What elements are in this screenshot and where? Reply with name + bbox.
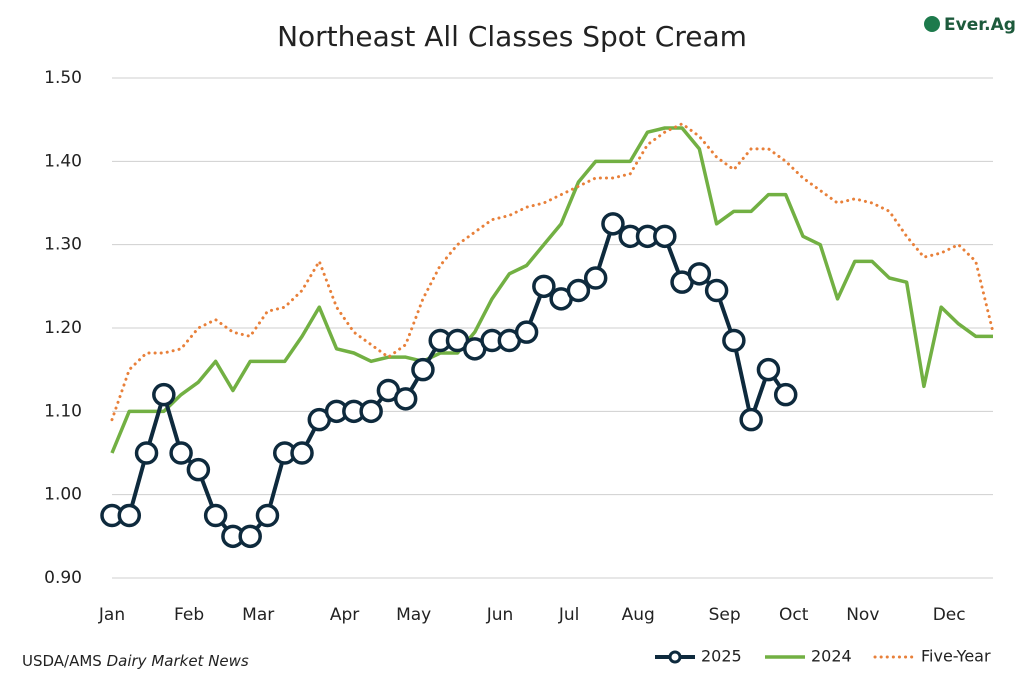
y-tick-label: 1.00 [44, 485, 82, 505]
data-point [290, 441, 314, 465]
data-point [203, 503, 228, 528]
data-point [117, 503, 142, 528]
data-point [583, 266, 608, 290]
data-point [359, 399, 383, 424]
data-point [238, 524, 262, 549]
y-tick-label: 0.90 [44, 568, 82, 588]
source-prefix: USDA/AMS [22, 652, 102, 670]
source: USDA/AMS Dairy Market News [22, 652, 249, 670]
legend-label: 2024 [811, 647, 852, 666]
logo-icon [924, 16, 940, 32]
x-tick-label: Apr [330, 605, 359, 625]
x-tick-label: May [396, 605, 431, 625]
x-tick-label: Jan [98, 605, 125, 625]
legend-label: 2025 [701, 647, 742, 666]
legend-marker [668, 650, 682, 664]
y-tick-label: 1.30 [44, 235, 82, 255]
x-tick-label: Mar [242, 605, 274, 625]
data-point [514, 320, 539, 344]
x-tick-label: Nov [846, 605, 879, 625]
y-tick-label: 1.10 [44, 401, 82, 421]
data-point [134, 441, 159, 465]
logo: Ever.Ag [944, 15, 1016, 35]
x-tick-label: Jul [558, 605, 580, 625]
data-point [566, 278, 591, 303]
y-tick-label: 1.20 [44, 318, 82, 338]
data-point [739, 407, 763, 432]
x-tick-label: Jun [486, 605, 514, 625]
data-point [152, 382, 176, 407]
x-tick-label: Sep [709, 605, 741, 625]
y-tick-label: 1.40 [44, 151, 82, 171]
data-point [411, 357, 435, 382]
data-point [169, 441, 193, 465]
data-point [186, 457, 211, 482]
data-point [532, 274, 556, 299]
data-point [393, 387, 418, 411]
series-line [110, 122, 995, 422]
data-point [773, 382, 798, 407]
data-point [601, 212, 625, 236]
x-tick-label: Dec [933, 605, 966, 625]
data-point [756, 357, 781, 382]
x-tick-label: Aug [622, 605, 655, 625]
data-point [653, 224, 677, 249]
y-tick-label: 1.50 [44, 68, 82, 88]
x-tick-label: Oct [779, 605, 809, 625]
data-point [255, 503, 280, 528]
source-italic: Dairy Market News [107, 652, 249, 670]
chart-title: Northeast All Classes Spot Cream [277, 20, 747, 53]
data-point [704, 278, 729, 303]
x-tick-label: Feb [174, 605, 204, 625]
series-line [110, 126, 993, 454]
data-point [687, 262, 712, 286]
legend-label: Five-Year [921, 647, 991, 666]
data-point [722, 328, 746, 353]
